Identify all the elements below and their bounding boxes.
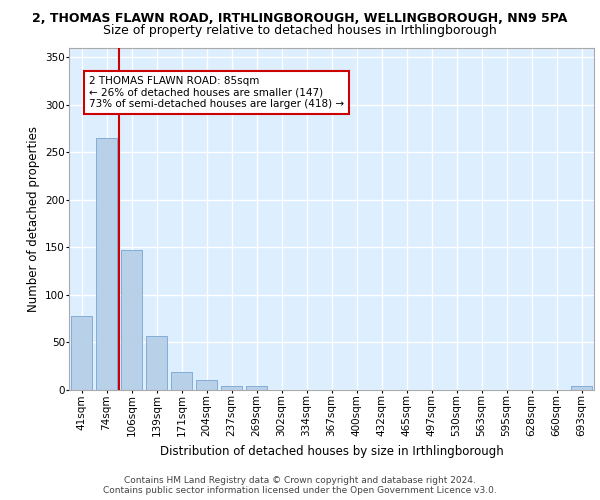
Bar [221,386,242,390]
Bar [96,138,117,390]
Bar [196,380,217,390]
Bar [171,372,192,390]
Text: Contains HM Land Registry data © Crown copyright and database right 2024.: Contains HM Land Registry data © Crown c… [124,476,476,485]
Text: 2, THOMAS FLAWN ROAD, IRTHLINGBOROUGH, WELLINGBOROUGH, NN9 5PA: 2, THOMAS FLAWN ROAD, IRTHLINGBOROUGH, W… [32,12,568,26]
Bar [71,316,92,390]
Y-axis label: Number of detached properties: Number of detached properties [26,126,40,312]
Bar [571,386,592,390]
Bar [246,386,267,390]
Bar [146,336,167,390]
Bar [121,250,142,390]
Text: 2 THOMAS FLAWN ROAD: 85sqm
← 26% of detached houses are smaller (147)
73% of sem: 2 THOMAS FLAWN ROAD: 85sqm ← 26% of deta… [89,76,344,109]
X-axis label: Distribution of detached houses by size in Irthlingborough: Distribution of detached houses by size … [160,444,503,458]
Text: Size of property relative to detached houses in Irthlingborough: Size of property relative to detached ho… [103,24,497,37]
Text: Contains public sector information licensed under the Open Government Licence v3: Contains public sector information licen… [103,486,497,495]
